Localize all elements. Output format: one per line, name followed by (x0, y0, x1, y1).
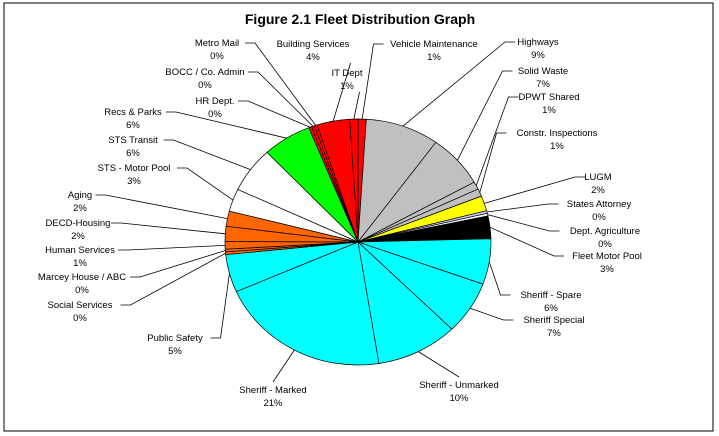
slice-percent-label: 6% (126, 148, 140, 159)
slice-percent-label: 0% (598, 239, 612, 250)
pie-slice-sheriff-unmarked (357, 241, 453, 364)
slice-label: LUGM (584, 172, 612, 183)
slice-percent-label: 2% (71, 231, 85, 242)
slice-percent-label: 1% (340, 81, 354, 92)
slice-percent-label: 1% (542, 105, 556, 116)
slice-label: Vehicle Maintenance (390, 39, 478, 50)
leader-line (484, 176, 585, 204)
slice-percent-label: 2% (591, 185, 605, 196)
leader-line (272, 349, 295, 383)
slice-label: Building Services (277, 39, 350, 50)
slice-label: STS Transit (108, 135, 158, 146)
slice-label: Aging (68, 190, 92, 201)
slice-label: Fleet Motor Pool (572, 251, 642, 262)
slice-percent-label: 0% (198, 80, 212, 91)
leader-line (487, 214, 560, 232)
slice-percent-label: 2% (73, 203, 87, 214)
slice-label: IT Dept (332, 68, 363, 79)
slice-label: DPWT Shared (518, 92, 579, 103)
leader-line (163, 139, 251, 170)
leader-line (248, 71, 314, 127)
leader-line (166, 111, 287, 139)
leader-line (95, 194, 228, 219)
slice-label: Sheriff - Unmarked (419, 380, 499, 391)
slice-label: Sheriff - Spare (520, 290, 581, 301)
slice-percent-label: 21% (263, 398, 283, 409)
slice-percent-label: 10% (449, 393, 469, 404)
slice-percent-label: 0% (73, 313, 87, 324)
slice-percent-label: 0% (592, 212, 606, 223)
leader-line (418, 351, 460, 378)
slice-percent-label: 6% (126, 120, 140, 131)
slice-percent-label: 6% (544, 303, 558, 314)
slice-percent-label: 4% (306, 52, 320, 63)
slice-label: DECD-Housing (46, 218, 111, 229)
slice-label: Dept. Agriculture (570, 226, 640, 237)
leader-line (111, 222, 226, 235)
slice-percent-label: 7% (547, 328, 561, 339)
leader-line (475, 96, 519, 186)
pie-slice-sheriff-marked (235, 241, 380, 366)
slice-label: States Attorney (567, 199, 632, 210)
pie-slices (224, 118, 492, 366)
leader-line (457, 70, 513, 161)
slice-percent-label: 3% (127, 176, 141, 187)
leader-line (245, 42, 317, 126)
slice-percent-label: 0% (210, 51, 224, 62)
leader-line (479, 132, 507, 193)
slice-percent-label: 5% (168, 346, 182, 357)
pie-slice-it-dept (349, 118, 359, 243)
slice-label: HR Dept. (195, 96, 234, 107)
slice-percent-label: 7% (536, 79, 550, 90)
leader-line (120, 252, 226, 306)
leader-line (130, 250, 226, 278)
slice-percent-label: 1% (550, 141, 564, 152)
leader-line (118, 244, 226, 251)
slice-percent-label: 1% (427, 52, 441, 63)
slice-percent-label: 3% (600, 264, 614, 275)
leader-line (489, 226, 564, 257)
slice-percent-label: 0% (75, 285, 89, 296)
slice-label: BOCC / Co. Admin (165, 67, 244, 78)
slice-labels: Vehicle Maintenance 1% Highways 9% Solid Was… (38, 37, 642, 409)
slice-label: Marcey House / ABC (38, 272, 126, 283)
leader-line (238, 100, 311, 128)
slice-percent-label: 0% (208, 109, 222, 120)
slice-label: Highways (517, 37, 558, 48)
slice-label: Sheriff - Marked (239, 385, 306, 396)
leader-line (486, 203, 559, 213)
slice-label: Human Services (45, 245, 115, 256)
slice-label: STS - Motor Pool (98, 163, 171, 174)
leader-line (177, 167, 234, 201)
leader-line (353, 91, 360, 120)
leader-line (332, 62, 351, 122)
slice-label: Constr. Inspections (517, 128, 598, 139)
leader-line (488, 261, 511, 296)
leader-line (210, 273, 230, 339)
chart-title: Figure 2.1 Fleet Distribution Graph (245, 11, 475, 27)
slice-label: Solid Waste (518, 66, 568, 77)
leader-line (361, 43, 384, 120)
slice-label: Metro Mail (195, 38, 239, 49)
slice-percent-label: 1% (73, 258, 87, 269)
leader-line (469, 307, 514, 321)
leader-lines (95, 41, 585, 383)
leader-line (402, 41, 515, 127)
slice-percent-label: 9% (531, 50, 545, 61)
slice-label: Sheriff Special (523, 315, 584, 326)
slice-label: Public Safety (147, 333, 203, 344)
slice-label: Recs & Parks (104, 107, 162, 118)
slice-label: Social Services (48, 300, 113, 311)
